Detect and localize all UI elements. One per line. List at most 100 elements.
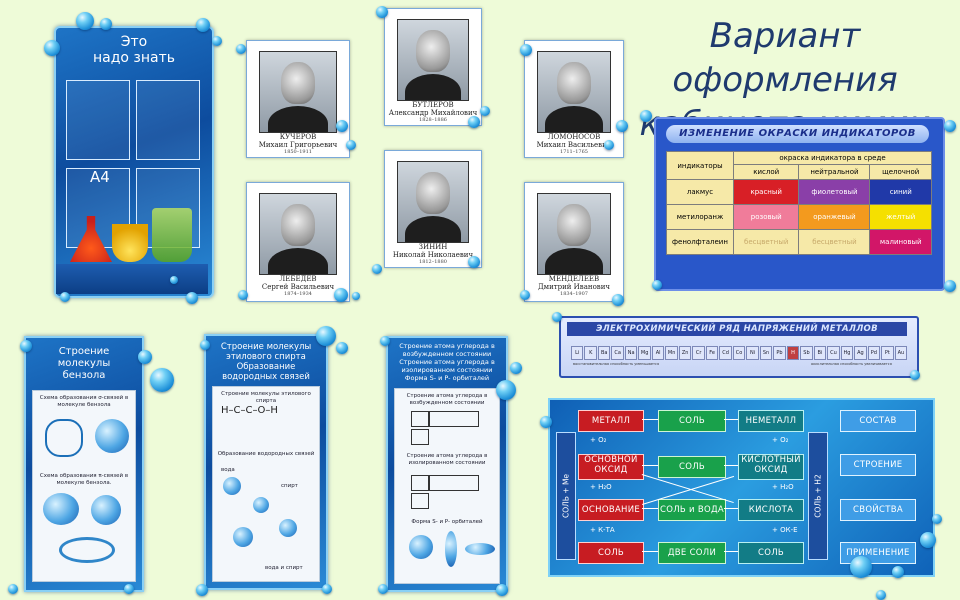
molecule-ball-icon — [376, 6, 388, 18]
portrait-mendeleev: МЕНДЕЛЕЕВ Дмитрий Иванович 1834–1907 — [524, 182, 624, 302]
molecule-ball-icon — [336, 342, 348, 354]
table-cell: розовый — [732, 204, 800, 230]
box-structure: СТРОЕНИЕ — [840, 454, 916, 476]
portrait-lomonosov: ЛОМОНОСОВ Михаил Васильевич 1711–1765 — [524, 40, 624, 158]
molecule-ball-icon — [196, 18, 210, 32]
op-right-2: + H₂O — [772, 483, 794, 491]
connector — [724, 551, 738, 552]
connector — [724, 465, 738, 466]
portrait-years: 1834–1907 — [560, 291, 588, 297]
molecule-ball-icon — [520, 290, 530, 300]
molecule-ball-icon — [520, 44, 532, 56]
box-metal: МЕТАЛЛ — [578, 410, 644, 432]
element-cell: Li — [571, 346, 584, 360]
op-left-1: + O₂ — [590, 436, 607, 444]
element-cell: Ag — [854, 346, 867, 360]
electrochem-title: ЭЛЕКТРОХИМИЧЕСКИЙ РЯД НАПРЯЖЕНИЙ МЕТАЛЛО… — [567, 322, 907, 336]
molecule-icon — [253, 497, 269, 513]
box-salt-water: СОЛЬ и ВОДА — [658, 499, 726, 521]
indicators-stand: ИЗМЕНЕНИЕ ОКРАСКИ ИНДИКАТОРОВ индикаторы… — [654, 117, 945, 291]
box-acid-oxide: КИСЛОТНЫЙ ОКСИД — [738, 454, 804, 480]
molecule-icon — [279, 519, 297, 537]
molecule-ball-icon — [124, 584, 134, 594]
box-base: ОСНОВАНИЕ — [578, 499, 644, 521]
molecule-ball-icon — [604, 140, 614, 150]
orbital-cell — [429, 475, 479, 491]
col-header-acid: кислой — [732, 164, 800, 180]
poster-title-line: водородных связей — [222, 372, 310, 382]
left-bar-label: СОЛЬ + Me — [561, 473, 571, 519]
portrait-zinin: ЗИНИН Николай Николаевич 1812–1880 — [384, 150, 482, 268]
op-left-3: + К-ТА — [590, 526, 615, 534]
element-cell: Na — [624, 346, 638, 360]
element-cell: Cr — [692, 346, 705, 360]
molecule-ball-icon — [480, 106, 490, 116]
box-composition: СОСТАВ — [840, 410, 916, 432]
p-orbital-icon — [465, 543, 495, 555]
poster-text: Строение атома углерода в изолированном … — [406, 453, 488, 466]
portrait-fullname: Михаил Григорьевич — [258, 141, 338, 149]
portrait-photo — [397, 161, 469, 243]
poster-text: Форма S- и P- орбиталей — [411, 519, 483, 525]
molecule-ball-icon — [44, 40, 60, 56]
poster-paper: Строение молекулы этилового спирта H–C–C… — [212, 386, 320, 582]
poster-ethanol: Строение молекулы этилового спирта Образ… — [204, 334, 328, 590]
poster-title-line: Строение молекулы — [220, 342, 312, 352]
portrait-surname: БУТЛЕРОВ — [412, 101, 454, 109]
molecule-ball-icon — [612, 294, 624, 306]
poster-text: Схема образования π-связей в молекуле бе… — [39, 473, 129, 486]
caption-right: окислительная способность увеличивается — [811, 362, 892, 366]
molecule-ball-icon — [892, 566, 904, 578]
poster-carbon-title: Строение атома углерода в возбужденном с… — [388, 342, 506, 382]
box-acid: КИСЛОТА — [738, 499, 804, 521]
element-cell: Hg — [840, 346, 854, 360]
element-cell: Bi — [813, 346, 827, 360]
element-cell: K — [584, 346, 597, 360]
col-header-neutral: нейтральной — [798, 164, 871, 180]
poster-benzene-title: Строение молекулы бензола — [26, 346, 142, 382]
molecule-ball-icon — [496, 380, 516, 400]
portrait-kucherov: КУЧЕРОВ Михаил Григорьевич 1850–1911 — [246, 40, 350, 158]
table-cell: желтый — [869, 204, 932, 230]
table-cell: малиновый — [869, 229, 932, 255]
element-cell: Ba — [597, 346, 611, 360]
molecule-ball-icon — [468, 256, 480, 268]
portrait-surname: ЛЕБЕДЕВ — [279, 275, 317, 283]
pocket-a4-1 — [66, 80, 130, 160]
molecule-icon — [233, 527, 253, 547]
molecule-ball-icon — [236, 44, 246, 54]
label-water: вода — [221, 467, 235, 473]
ethanol-formula-icon: H–C–C–O–H — [221, 405, 278, 416]
box-basic-oxide: ОСНОВНОЙ ОКСИД — [578, 454, 644, 480]
molecule-ball-icon — [100, 18, 112, 30]
flask-green — [152, 208, 192, 262]
portrait-photo — [537, 51, 611, 133]
flask-yellow — [112, 224, 148, 262]
element-cell: Pb — [773, 346, 786, 360]
col-indicator-header: индикаторы — [666, 151, 734, 180]
portrait-years: 1812–1880 — [419, 259, 447, 265]
element-cell: Pt — [881, 346, 894, 360]
portrait-fullname: Александр Михайлович — [388, 109, 478, 117]
benzene-ring-icon — [45, 419, 83, 457]
molecule-ball-icon — [196, 584, 208, 596]
row-name: метилоранж — [666, 204, 734, 230]
right-bar-label: СОЛЬ + H2 — [813, 474, 823, 518]
portrait-photo — [537, 193, 611, 275]
portrait-butlerov: БУТЛЕРОВ Александр Михайлович 1828–1886 — [384, 8, 482, 126]
element-cell: Co — [732, 346, 746, 360]
molecule-ball-icon — [200, 340, 210, 350]
poster-title-line: этилового спирта — [226, 352, 306, 362]
portrait-surname: МЕНДЕЛЕЕВ — [548, 275, 600, 283]
poster-title-line: изолированном состоянии — [401, 366, 493, 374]
portrait-years: 1850–1911 — [284, 149, 312, 155]
molecule-ball-icon — [336, 120, 348, 132]
portrait-years: 1874–1934 — [284, 291, 312, 297]
connector — [642, 465, 658, 466]
know-stand-title-line1: Это — [120, 34, 148, 50]
element-cell: Pd — [867, 346, 881, 360]
element-cell: Sn — [759, 346, 773, 360]
element-cell: Fe — [705, 346, 719, 360]
orbital-cell — [411, 429, 429, 445]
pi-ring-icon — [59, 537, 115, 563]
